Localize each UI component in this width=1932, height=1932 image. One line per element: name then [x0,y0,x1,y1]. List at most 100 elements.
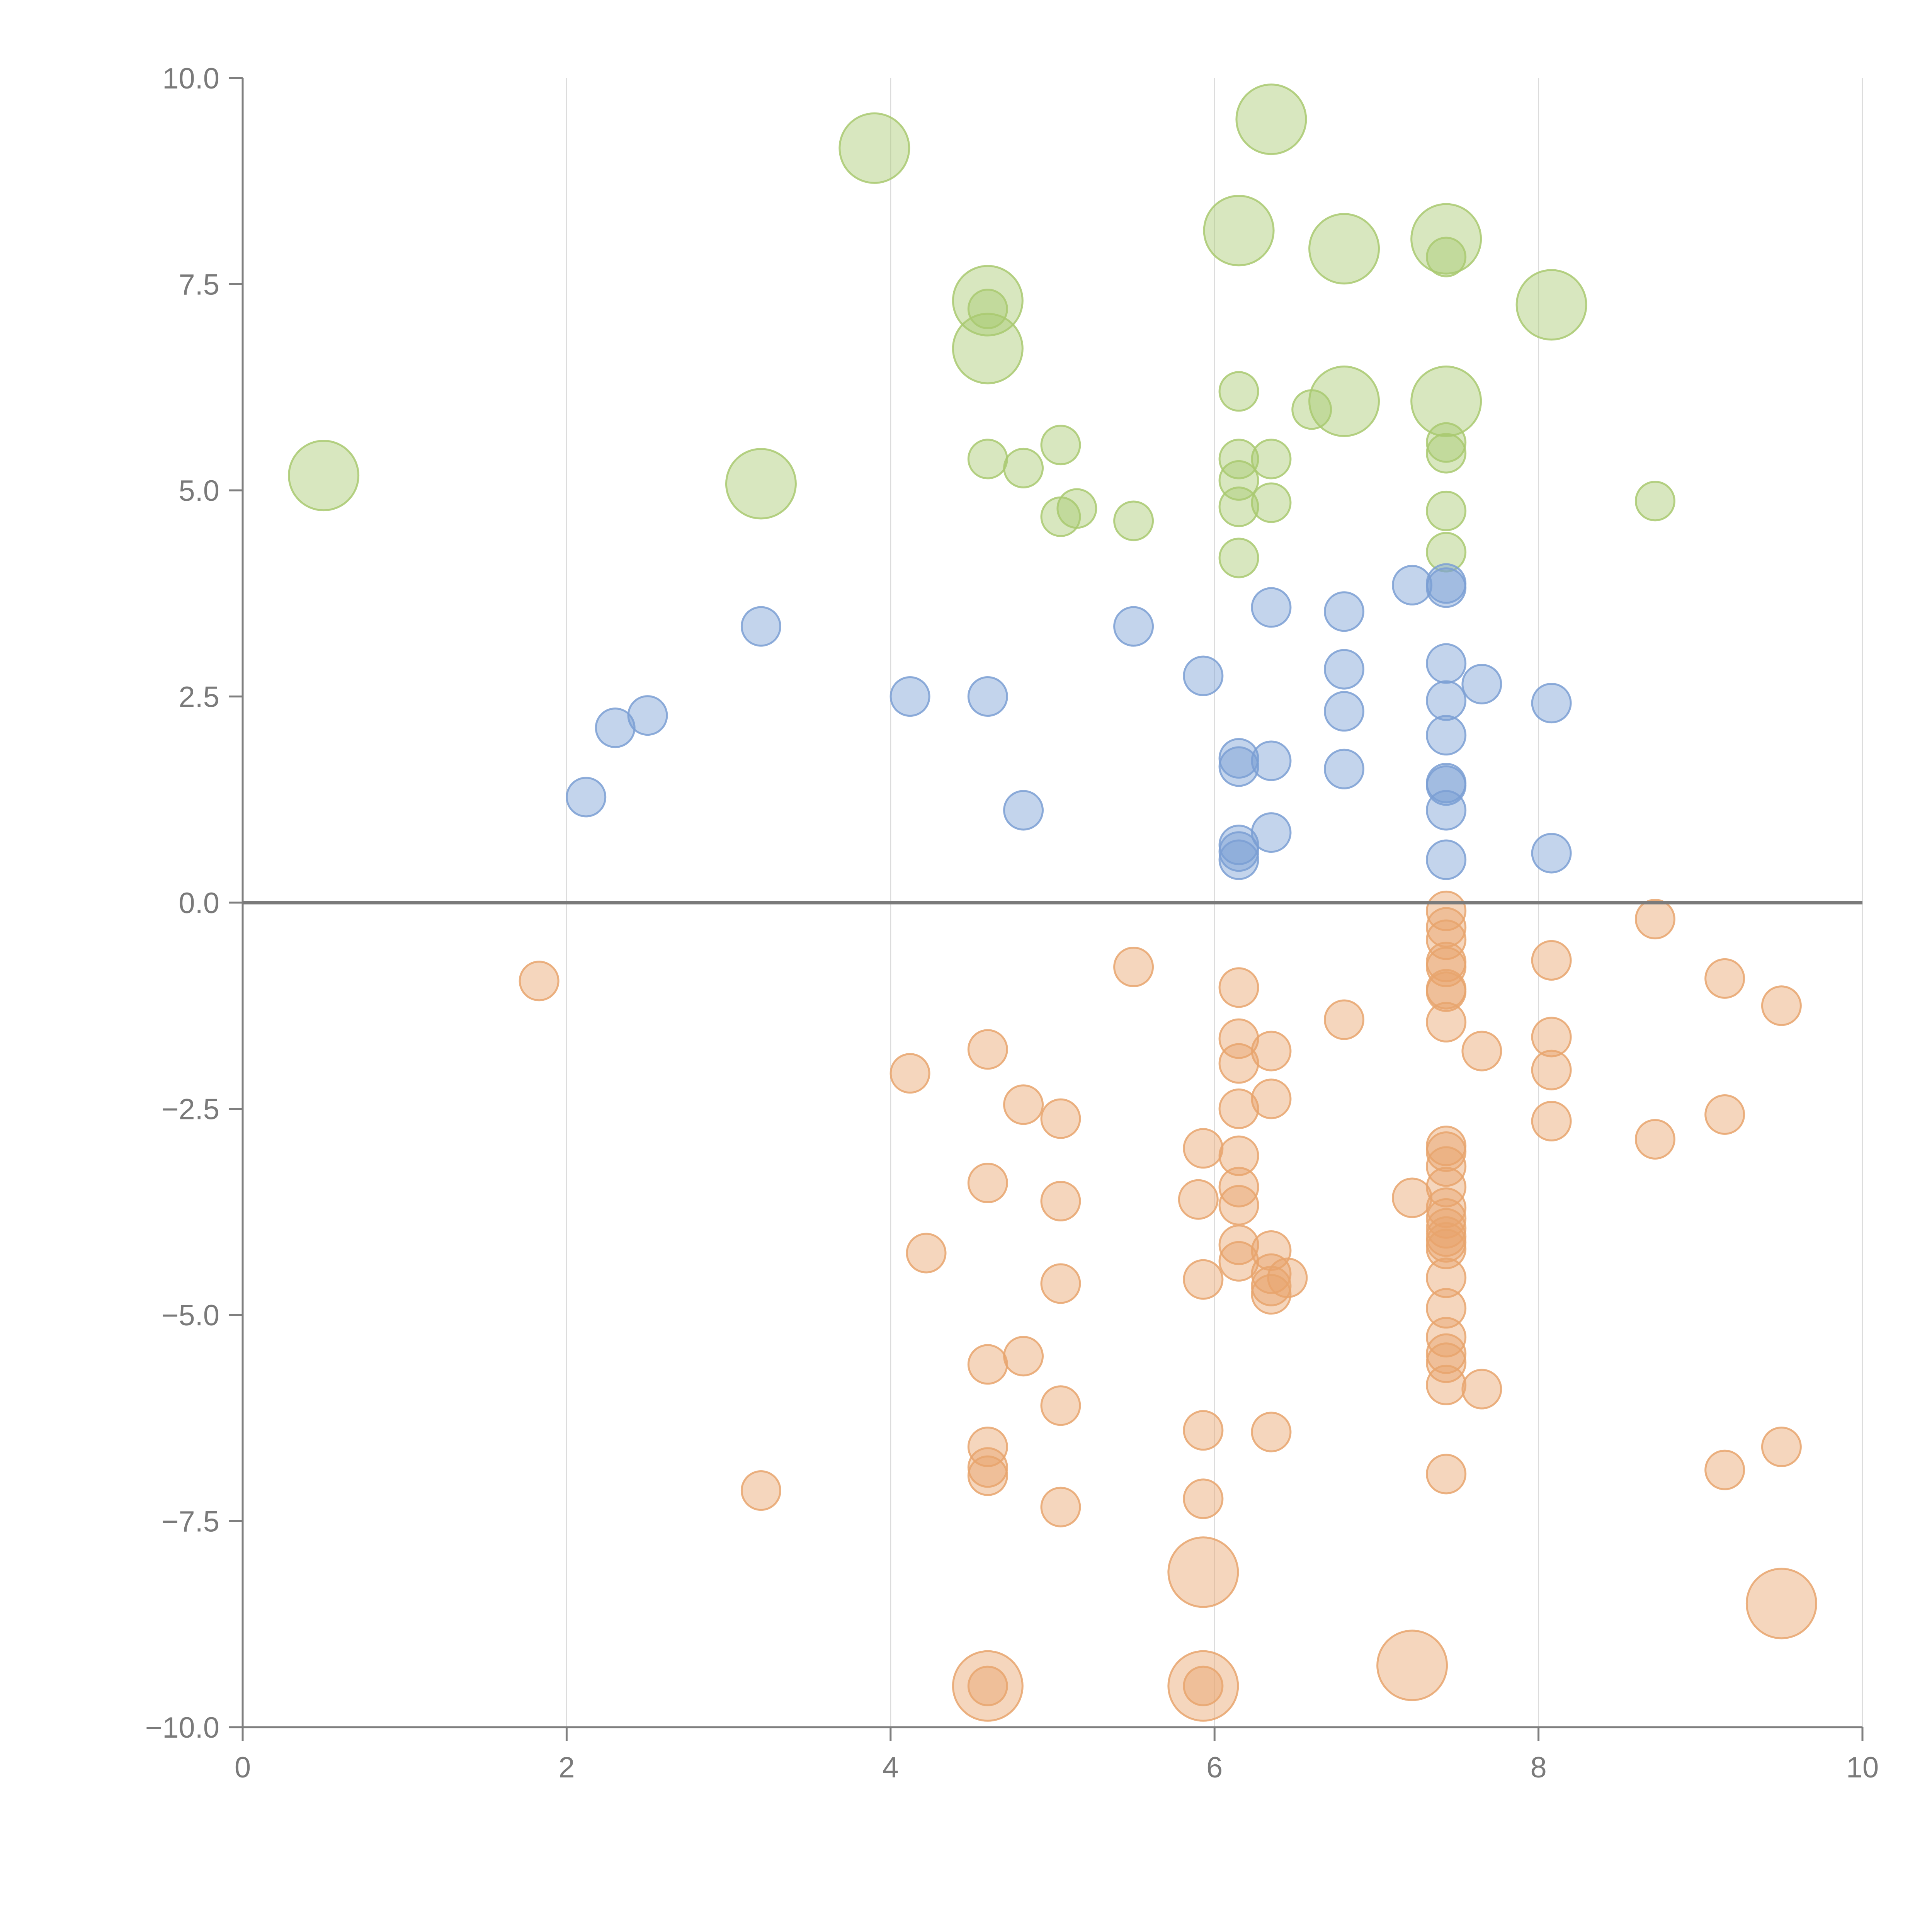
data-point-mid [595,707,636,748]
data-point-low [1218,1185,1259,1226]
data-point-low [1426,1208,1467,1249]
data-point-low [967,1447,1008,1488]
data-point-high [838,112,910,184]
y-tick-label: 10.0 [162,62,219,95]
data-point-mid [1113,606,1154,647]
data-point-high [1634,481,1675,522]
data-point-high [1218,371,1259,412]
data-point-low [967,1029,1008,1070]
data-point-low [1634,1119,1675,1160]
data-point-low [1461,1031,1502,1071]
data-point-mid [967,676,1008,717]
data-point-low [1426,1167,1467,1208]
data-point-low [1251,1274,1292,1315]
data-point-low [1183,1410,1224,1451]
data-point-mid [1324,691,1365,732]
data-point-high [288,440,360,512]
data-point-mid [1426,643,1467,684]
data-point-high [1426,422,1467,463]
data-point-low [1324,999,1365,1040]
data-point-low [1392,1177,1433,1218]
data-point-high [1308,366,1380,437]
data-point-mid [1251,587,1292,628]
data-points [288,83,1817,1722]
data-point-low [1218,1225,1259,1265]
data-point-low [519,961,560,1002]
data-point-high [1218,439,1259,480]
data-point-low [1426,1198,1467,1239]
y-tick-label: 0.0 [179,887,219,920]
data-point-mid [1392,565,1433,605]
data-point-high [1426,532,1467,573]
y-tick-label: 2.5 [179,681,219,714]
data-point-mid [1251,812,1292,853]
data-point-mid [1426,715,1467,756]
x-tick-label: 0 [235,1751,251,1784]
data-point-mid [1426,680,1467,721]
data-point-high [1056,488,1097,529]
data-point-low [1704,1094,1745,1135]
data-point-low [1167,1650,1239,1722]
data-point-high [967,439,1008,480]
data-point-high [967,289,1008,330]
data-point-low [889,1053,930,1094]
data-point-low [967,1344,1008,1385]
data-point-low [1218,1018,1259,1059]
data-point-high [1426,490,1467,531]
data-point-low [1745,1568,1817,1639]
data-point-mid [1324,591,1365,632]
data-point-high [1426,433,1467,474]
data-point-mid [889,676,930,717]
data-point-high [1426,236,1467,277]
data-point-low [1461,1369,1502,1410]
data-point-low [1218,1088,1259,1129]
data-point-low [1531,1017,1572,1058]
y-tick-label: −10.0 [145,1711,219,1744]
data-point-high [1003,447,1044,488]
data-point-low [1178,1179,1219,1220]
data-point-low [1251,1078,1292,1119]
data-point-high [1308,213,1380,285]
axes [229,77,1864,1741]
data-point-low [1040,1385,1081,1426]
data-point-high [725,448,797,520]
data-point-low [1426,1187,1467,1228]
data-point-low [1183,1665,1224,1706]
data-point-high [952,313,1024,384]
data-point-low [952,1650,1024,1722]
x-tick-label: 2 [558,1751,575,1784]
data-point-mid [1218,746,1259,787]
data-point-low [1003,1084,1044,1125]
data-point-low [1218,1135,1259,1176]
data-point-mid [1531,683,1572,724]
data-point-high [1218,486,1259,527]
data-point-low [1218,1241,1259,1282]
data-point-low [1218,1167,1259,1208]
data-point-low [1426,1333,1467,1374]
data-point-high [1040,425,1081,466]
data-point-high [1251,482,1292,523]
data-point-high [1235,83,1307,155]
data-point-mid [1531,833,1572,874]
tick-labels: 10.0 7.5 5.0 2.5 0.0 −2.5 −5.0 −7.5 −10.0 0 2 4 6 8 10 [145,62,1879,1784]
data-point-low [1376,1629,1448,1701]
data-point-low [1040,1486,1081,1527]
data-point-low [1218,967,1259,1008]
data-point-mid [1251,740,1292,781]
data-point-mid [1426,765,1467,806]
data-point-low [1040,1098,1081,1139]
data-point-high [1410,366,1482,437]
y-tick-label: 7.5 [179,269,219,301]
data-point-low [1183,1259,1224,1300]
data-point-mid [1461,663,1502,704]
data-point-mid [1324,649,1365,690]
data-point-mid [1426,567,1467,608]
data-point-low [1183,1478,1224,1519]
data-point-mid [566,777,607,818]
data-point-mid [1183,655,1224,696]
data-point-high [1251,439,1292,480]
data-point-mid [1218,839,1259,880]
data-point-low [1426,1131,1467,1172]
data-point-low [740,1470,781,1511]
